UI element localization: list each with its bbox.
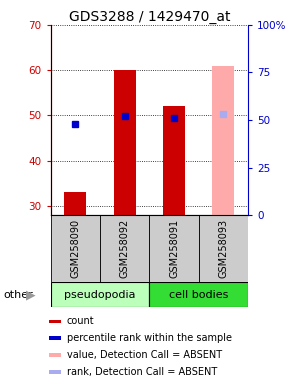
Text: GSM258093: GSM258093 <box>218 218 228 278</box>
Text: ▶: ▶ <box>26 288 36 301</box>
Text: other: other <box>3 290 33 300</box>
Bar <box>114 70 136 215</box>
Bar <box>64 192 86 215</box>
Bar <box>49 319 61 323</box>
Bar <box>49 336 61 340</box>
Text: GSM258090: GSM258090 <box>70 218 80 278</box>
Bar <box>149 282 248 307</box>
Text: count: count <box>67 316 95 326</box>
Bar <box>49 370 61 374</box>
Bar <box>51 282 149 307</box>
Bar <box>49 353 61 357</box>
Bar <box>100 215 149 282</box>
Text: percentile rank within the sample: percentile rank within the sample <box>67 333 232 343</box>
Text: GSM258091: GSM258091 <box>169 218 179 278</box>
Text: cell bodies: cell bodies <box>169 290 228 300</box>
Text: value, Detection Call = ABSENT: value, Detection Call = ABSENT <box>67 350 222 360</box>
Text: GSM258092: GSM258092 <box>120 218 130 278</box>
Title: GDS3288 / 1429470_at: GDS3288 / 1429470_at <box>69 10 230 24</box>
Bar <box>51 215 100 282</box>
Bar <box>212 66 234 215</box>
Text: rank, Detection Call = ABSENT: rank, Detection Call = ABSENT <box>67 367 217 377</box>
Bar <box>149 215 199 282</box>
Bar <box>163 106 185 215</box>
Text: pseudopodia: pseudopodia <box>64 290 136 300</box>
Bar <box>199 215 248 282</box>
